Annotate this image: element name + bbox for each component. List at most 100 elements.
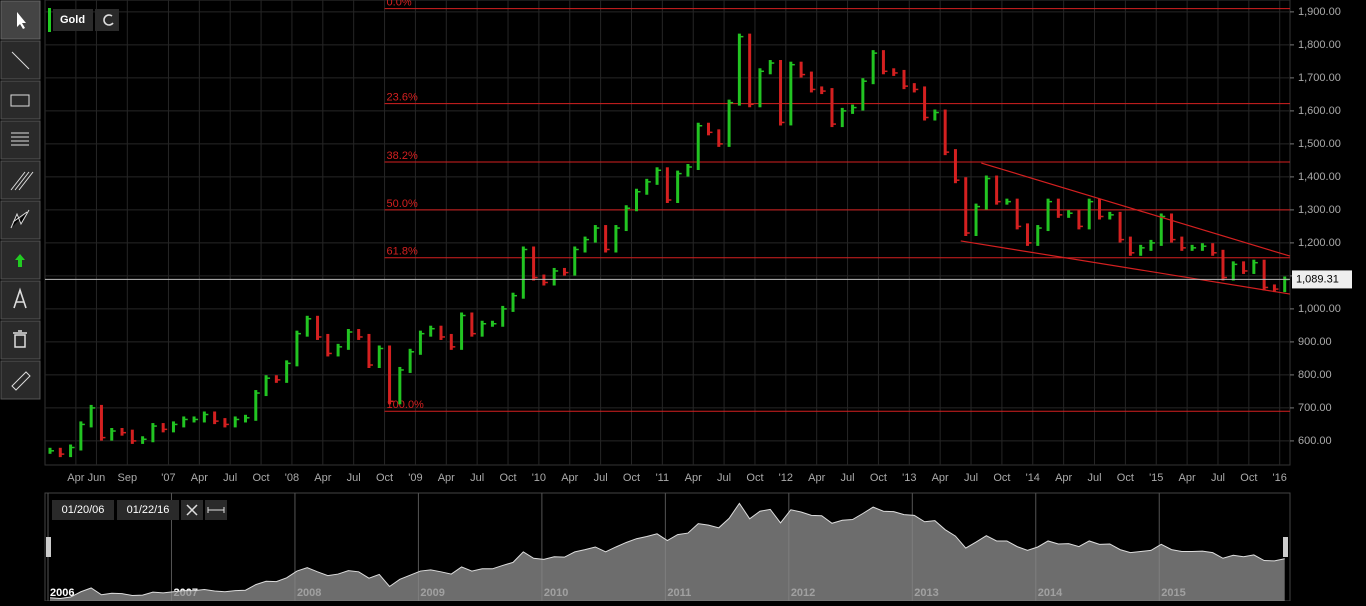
y-tick-label: 1,400.00 <box>1298 171 1341 183</box>
x-tick-label: '14 <box>1026 472 1040 484</box>
x-tick-label: Oct <box>993 472 1010 484</box>
legend-swatch <box>48 8 51 32</box>
x-tick-label: '11 <box>656 472 670 484</box>
x-tick-label: '09 <box>408 472 422 484</box>
x-tick-label: Apr <box>67 472 84 484</box>
y-tick-label: 700.00 <box>1298 402 1332 414</box>
icon <box>207 507 225 513</box>
icon <box>186 504 198 516</box>
navigator-year: 2006 <box>50 587 74 599</box>
x-tick-label: Jul <box>223 472 237 484</box>
icon <box>11 51 30 70</box>
x-tick-label: '08 <box>285 472 299 484</box>
x-tick-label: Jul <box>1211 472 1225 484</box>
y-tick-label: 1,700.00 <box>1298 72 1341 84</box>
icon <box>10 171 34 191</box>
legend-item[interactable] <box>53 9 93 31</box>
navigator-area <box>50 503 1285 601</box>
icon <box>13 330 27 348</box>
x-tick-label: '15 <box>1149 472 1163 484</box>
icon <box>11 132 29 146</box>
x-tick-label: Apr <box>561 472 578 484</box>
icon <box>15 254 25 267</box>
x-tick-label: Sep <box>118 472 138 484</box>
trendline <box>960 240 1291 295</box>
icon <box>11 371 31 391</box>
range-to-box[interactable] <box>117 500 179 520</box>
y-tick-label: 1,200.00 <box>1298 237 1341 249</box>
plot-frame <box>44 0 1291 466</box>
range-from-box[interactable] <box>52 500 114 520</box>
y-tick-label: 1,300.00 <box>1298 204 1341 216</box>
x-tick-label: Jul <box>964 472 978 484</box>
icon <box>17 12 26 29</box>
tool-text[interactable] <box>0 280 41 320</box>
tool-fib[interactable] <box>0 120 41 160</box>
x-tick-label: '16 <box>1273 472 1287 484</box>
x-tick-label: Oct <box>1117 472 1134 484</box>
y-tick-label: 900.00 <box>1298 336 1332 348</box>
range-handle-left[interactable] <box>46 537 51 557</box>
icon <box>10 209 30 229</box>
y-tick-label: 600.00 <box>1298 435 1332 447</box>
fib-label: 100.0% <box>387 399 425 411</box>
tool-rect[interactable] <box>0 80 41 120</box>
x-tick-label: Jul <box>1087 472 1101 484</box>
x-tick-label: Apr <box>1179 472 1196 484</box>
fib-label: 61.8% <box>387 246 418 258</box>
toolbar <box>0 0 41 601</box>
tool-ruler[interactable] <box>0 360 41 400</box>
fib-label: 0.0% <box>387 0 412 8</box>
x-tick-label: Apr <box>438 472 455 484</box>
x-tick-label: Oct <box>746 472 763 484</box>
navigator-content: 2006200720082009201020112012201320142015 <box>46 493 1288 601</box>
fib-label: 38.2% <box>387 150 418 162</box>
x-tick-label: Oct <box>870 472 887 484</box>
plot-area: 600.00700.00800.00900.001,000.001,100.00… <box>44 0 1352 484</box>
range-from: 01/20/06 <box>62 504 105 516</box>
x-tick-label: '10 <box>532 472 546 484</box>
refresh-button[interactable] <box>95 9 119 31</box>
y-tick-label: 1,800.00 <box>1298 39 1341 51</box>
x-tick-label: Oct <box>253 472 270 484</box>
x-tick-label: Apr <box>191 472 208 484</box>
x-tick-label: '07 <box>161 472 175 484</box>
last-price-label: 1,089.31 <box>1296 273 1339 285</box>
trendline <box>981 162 1291 257</box>
y-tick-label: 1,600.00 <box>1298 105 1341 117</box>
x-tick-label: Jun <box>88 472 106 484</box>
last-price-box <box>1292 270 1352 289</box>
x-tick-label: Jul <box>470 472 484 484</box>
x-tick-label: Apr <box>808 472 825 484</box>
fib-label: 23.6% <box>387 92 418 104</box>
icon <box>103 14 114 26</box>
x-tick-label: Jul <box>594 472 608 484</box>
x-tick-label: Oct <box>499 472 516 484</box>
x-tick-label: Apr <box>1055 472 1072 484</box>
x-tick-label: Oct <box>376 472 393 484</box>
x-tick-label: '13 <box>902 472 916 484</box>
icon <box>13 287 27 309</box>
x-tick-label: Jul <box>347 472 361 484</box>
icon <box>10 94 30 107</box>
x-tick-label: Jul <box>717 472 731 484</box>
x-tick-label: Oct <box>1240 472 1257 484</box>
navigator-line <box>49 502 1285 600</box>
legend-label: Gold <box>60 14 85 26</box>
fib-label: 50.0% <box>387 198 418 210</box>
tool-delete[interactable] <box>0 320 41 360</box>
y-tick-label: 800.00 <box>1298 369 1332 381</box>
x-tick-label: Apr <box>314 472 331 484</box>
y-tick-label: 1,900.00 <box>1298 6 1341 18</box>
range-to: 01/22/16 <box>127 504 170 516</box>
tool-channel[interactable] <box>0 160 41 200</box>
y-tick-label: 1,000.00 <box>1298 303 1341 315</box>
x-tick-label: Apr <box>932 472 949 484</box>
range-handle-right[interactable] <box>1283 537 1288 557</box>
y-tick-label: 1,500.00 <box>1298 138 1341 150</box>
x-tick-label: '12 <box>779 472 793 484</box>
x-tick-label: Oct <box>623 472 640 484</box>
x-tick-label: Jul <box>841 472 855 484</box>
